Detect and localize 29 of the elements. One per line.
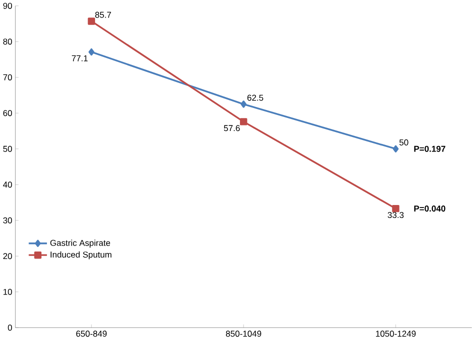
data-label: 50 (399, 140, 408, 146)
point (88, 48, 94, 56)
y-tick-label: 60 (3, 110, 12, 116)
legend-label: Induced Sputum (50, 252, 112, 260)
point (240, 100, 247, 108)
y-tick-label: 90 (3, 3, 12, 10)
y-tick-label: 50 (3, 146, 12, 152)
x-tick-label: 1050-1249 (376, 330, 416, 337)
y-tick-label: 40 (3, 182, 12, 188)
y-tick-label: 80 (3, 38, 12, 45)
x-tick-label: 650-849 (76, 330, 107, 337)
y-tick-label: 20 (3, 253, 12, 260)
data-label: 57.6 (224, 125, 240, 132)
x-tick-label: 850-1049 (226, 330, 262, 337)
data-label: 77.1 (72, 56, 88, 62)
data-label: 85.7 (95, 12, 111, 18)
y-tick-label: 10 (4, 289, 12, 296)
point (392, 205, 400, 212)
data-label: 62.5 (247, 94, 264, 101)
legend-label: Gastric Aspirate (50, 240, 110, 248)
annotation: P=0.040 (414, 206, 446, 212)
annotation: P=0.197 (414, 146, 446, 152)
y-tick-label: 70 (3, 74, 12, 81)
point (88, 18, 96, 26)
data-label: 33.3 (388, 212, 404, 218)
point (240, 118, 248, 126)
point (392, 145, 399, 153)
y-tick-label: 30 (3, 218, 12, 224)
y-tick-label: 0 (8, 324, 12, 331)
